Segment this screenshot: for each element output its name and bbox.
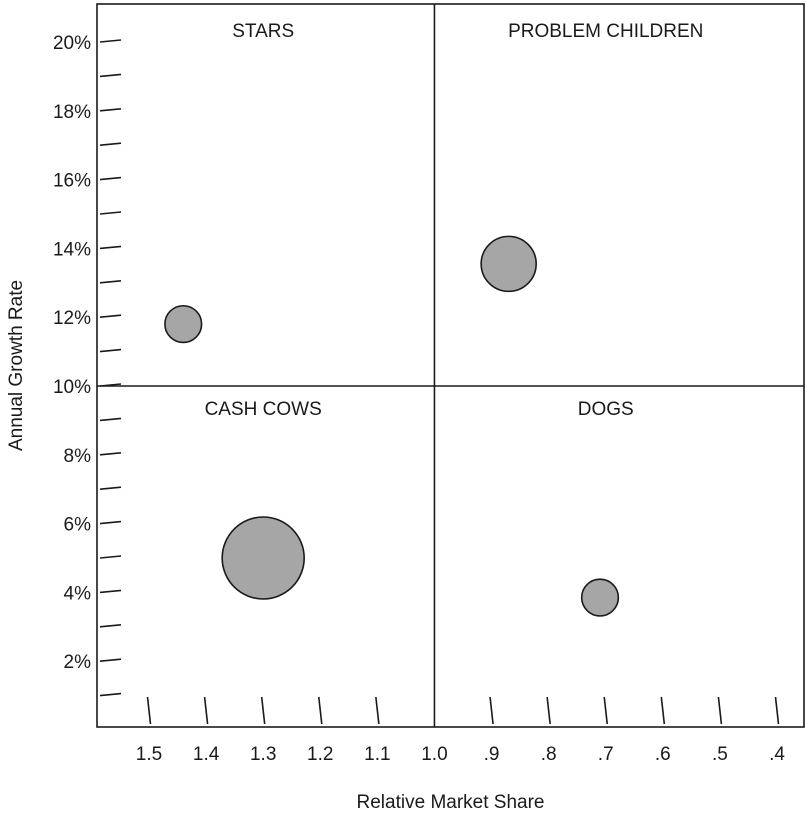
x-tick-label: 1.5: [136, 744, 162, 765]
x-axis-title: Relative Market Share: [357, 792, 545, 813]
y-tick-label: 8%: [64, 446, 92, 467]
y-tick: [99, 39, 122, 43]
quadrant-label: CASH COWS: [205, 399, 322, 420]
x-tick: [146, 696, 152, 725]
bubble-point: [480, 235, 537, 293]
bubble-point: [164, 304, 203, 344]
quadrant-label: PROBLEM CHILDREN: [508, 21, 703, 42]
y-tick: [99, 73, 122, 78]
x-tick: [317, 696, 323, 725]
x-tick: [489, 696, 494, 725]
quadrant-label: STARS: [232, 21, 294, 42]
x-tick-label: .8: [541, 744, 557, 765]
x-tick: [260, 696, 266, 725]
bubble-point: [580, 578, 620, 617]
x-tick-label: .6: [655, 744, 671, 765]
x-tick-label: .4: [769, 744, 785, 765]
x-tick: [774, 696, 780, 725]
y-tick: [99, 589, 122, 594]
x-tick-label: 1.3: [250, 744, 276, 765]
quadrant-label: DOGS: [578, 399, 634, 420]
y-tick: [99, 176, 122, 181]
y-tick: [99, 211, 122, 215]
y-tick: [99, 692, 122, 697]
plot-frame: [96, 3, 805, 728]
x-tick: [546, 696, 551, 725]
y-tick-label: 10%: [53, 377, 91, 398]
x-tick-label: 1.4: [193, 744, 220, 765]
x-tick: [375, 696, 380, 725]
x-tick-label: .9: [484, 744, 500, 765]
y-tick: [99, 417, 122, 422]
y-tick: [99, 624, 122, 628]
x-tick: [203, 696, 209, 725]
y-tick: [99, 108, 122, 112]
x-tick-label: 1.0: [421, 744, 447, 765]
y-tick: [99, 383, 122, 387]
x-tick-label: 1.2: [307, 744, 333, 765]
x-tick-label: .7: [598, 744, 614, 765]
y-tick-label: 16%: [53, 171, 91, 192]
x-tick: [660, 696, 666, 725]
y-tick-label: 14%: [53, 239, 91, 260]
y-tick: [99, 142, 122, 146]
y-axis-title: Annual Growth Rate: [6, 280, 27, 451]
y-tick: [99, 348, 122, 353]
y-tick: [99, 486, 122, 490]
x-tick: [603, 696, 609, 725]
y-tick-label: 18%: [53, 102, 91, 123]
x-tick-label: .5: [712, 744, 728, 765]
y-tick: [99, 314, 122, 318]
y-tick: [99, 658, 122, 662]
bubble-point: [221, 516, 305, 600]
y-tick: [99, 452, 122, 456]
y-tick: [99, 520, 122, 525]
y-tick-label: 12%: [53, 308, 91, 329]
y-tick-label: 2%: [64, 652, 92, 673]
y-tick-label: 20%: [53, 33, 91, 54]
y-tick: [99, 245, 122, 250]
y-tick-label: 6%: [64, 515, 92, 536]
y-tick-label: 4%: [64, 583, 92, 604]
y-tick: [99, 280, 122, 284]
x-tick-label: 1.1: [364, 744, 390, 765]
x-tick: [717, 696, 723, 725]
y-tick: [99, 555, 122, 559]
